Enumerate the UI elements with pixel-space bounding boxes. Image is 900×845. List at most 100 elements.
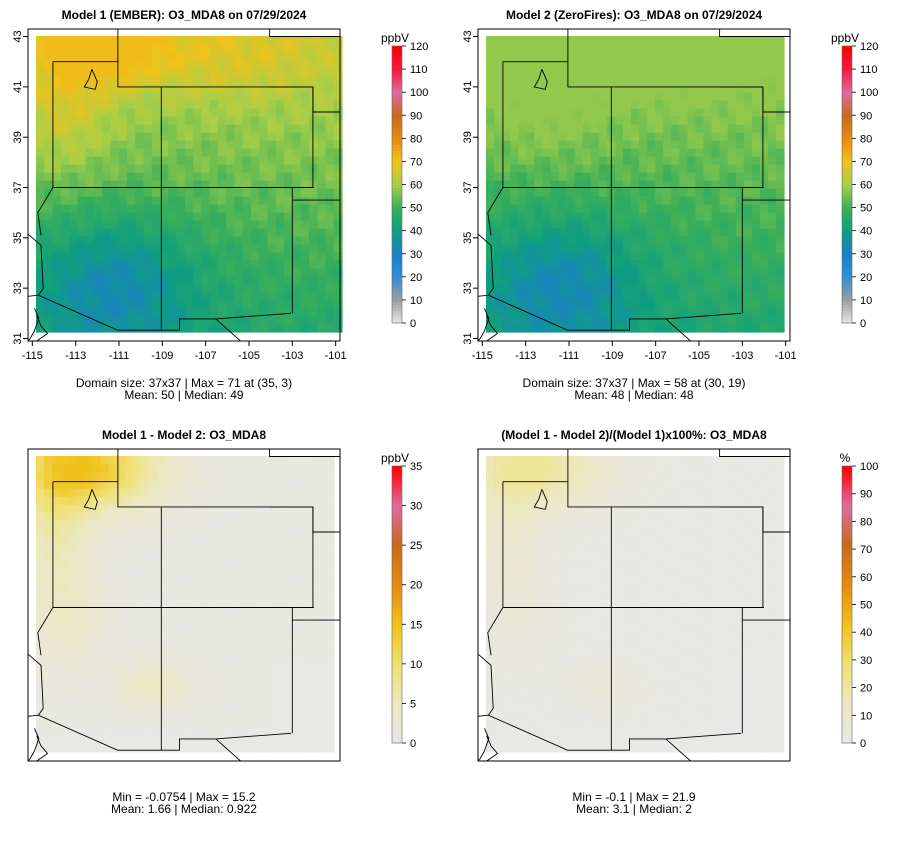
heat-cell (760, 720, 769, 729)
heat-cell (494, 212, 503, 221)
heat-cell (213, 496, 222, 505)
heat-cell (744, 76, 753, 85)
heat-cell (615, 132, 624, 141)
heat-cell (237, 504, 246, 513)
heat-cell (317, 84, 326, 93)
heat-cell (599, 316, 608, 325)
heat-cell (125, 480, 134, 489)
heat-cell (518, 212, 527, 221)
heat-cell (655, 284, 664, 293)
heat-cell (510, 316, 519, 325)
heat-cell (165, 456, 174, 465)
colorbar-swatch (842, 314, 852, 318)
heat-cell (100, 632, 109, 641)
heat-cell (760, 300, 769, 309)
heat-cell (141, 656, 150, 665)
heat-cell (647, 696, 656, 705)
heat-cell (534, 268, 543, 277)
colorbar-swatch (842, 46, 852, 50)
heat-cell (86, 316, 95, 325)
heat-cell (575, 44, 584, 53)
heat-cell (310, 656, 319, 665)
colorbar-swatch (842, 123, 852, 127)
heat-cell (173, 656, 182, 665)
heat-cell (165, 488, 174, 497)
heat-cell (229, 656, 238, 665)
heat-cell (234, 124, 243, 133)
heat-cell (518, 68, 527, 77)
heat-cell (326, 640, 335, 649)
heat-cell (615, 268, 624, 277)
heat-cell (607, 44, 616, 53)
heat-cell (294, 560, 303, 569)
heat-cell (510, 148, 519, 157)
heat-cell (92, 616, 101, 625)
heat-cell (317, 132, 326, 141)
heat-cell (36, 488, 45, 497)
heat-cell (262, 464, 271, 473)
heat-cell (201, 156, 210, 165)
heat-cell (221, 592, 230, 601)
heat-cell (744, 720, 753, 729)
heat-cell (752, 744, 761, 753)
heat-cell (325, 292, 334, 301)
heat-cell (302, 632, 311, 641)
heat-cell (663, 308, 672, 317)
heat-cell (703, 744, 712, 753)
heat-cell (712, 84, 721, 93)
heat-cell (262, 488, 271, 497)
heat-cell (776, 220, 785, 229)
heat-cell (61, 156, 70, 165)
heat-cell (243, 220, 252, 229)
heat-cell (752, 712, 761, 721)
heat-cell (110, 228, 119, 237)
heat-cell (744, 268, 753, 277)
heat-cell (119, 124, 128, 133)
heat-cell (647, 92, 656, 101)
heat-cell (631, 728, 640, 737)
heat-cell (286, 520, 295, 529)
heat-cell (102, 228, 111, 237)
heat-cell (197, 488, 206, 497)
heat-cell (86, 132, 95, 141)
heat-cell (276, 116, 285, 125)
heat-cell (102, 92, 111, 101)
heat-cell (197, 624, 206, 633)
heat-cell (268, 76, 277, 85)
heat-cell (52, 712, 61, 721)
heat-cell (108, 568, 117, 577)
heat-cell (77, 164, 86, 173)
heat-cell (84, 576, 93, 585)
heat-cell (623, 696, 632, 705)
heat-cell (294, 592, 303, 601)
colorbar-swatch (392, 528, 402, 532)
colorbar-swatch (842, 268, 852, 272)
heat-cell (294, 576, 303, 585)
heat-cell (253, 704, 262, 713)
heat-cell (558, 308, 567, 317)
heat-cell (36, 720, 45, 729)
heat-cell (736, 252, 745, 261)
heat-cell (631, 680, 640, 689)
heat-cell (36, 220, 45, 229)
heat-cell (68, 656, 77, 665)
heat-cell (278, 632, 287, 641)
heat-cell (152, 44, 161, 53)
heat-cell (189, 720, 198, 729)
heat-cell (218, 92, 227, 101)
heat-cell (302, 664, 311, 673)
heat-cell (728, 316, 737, 325)
heat-cell (744, 284, 753, 293)
heat-cell (60, 720, 69, 729)
heat-cell (234, 268, 243, 277)
heat-cell (631, 52, 640, 61)
heat-cell (292, 68, 301, 77)
colorbar-swatch (392, 608, 402, 612)
heat-cell (558, 188, 567, 197)
heat-cell (141, 464, 150, 473)
heat-cell (292, 52, 301, 61)
colorbar-swatch (392, 104, 402, 108)
heat-cell (663, 268, 672, 277)
heat-cell (655, 316, 664, 325)
heat-cell (278, 736, 287, 745)
